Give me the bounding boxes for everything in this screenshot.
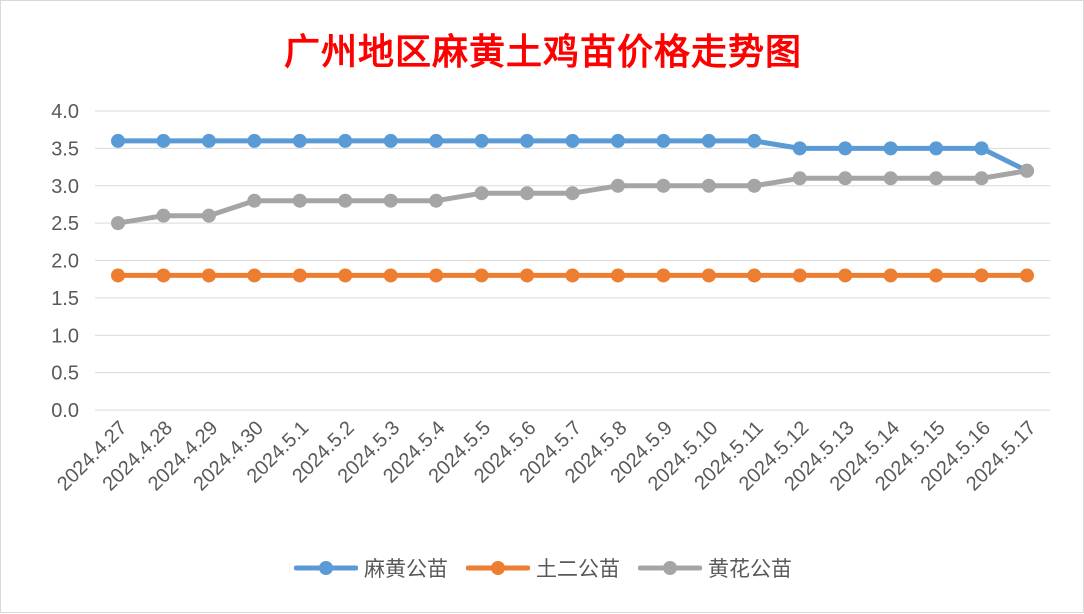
series-2 (111, 268, 1034, 283)
data-point (429, 133, 444, 148)
data-point (792, 171, 807, 186)
legend-swatch-marker (491, 561, 505, 575)
data-point (747, 178, 762, 193)
legend-swatch (638, 561, 702, 575)
data-point (429, 268, 444, 283)
data-point (247, 268, 262, 283)
data-point (292, 193, 307, 208)
data-point (747, 133, 762, 148)
data-point (111, 133, 125, 148)
data-point (565, 186, 580, 201)
data-point (474, 133, 489, 148)
data-point (383, 193, 398, 208)
y-tick-label: 2.5 (51, 213, 79, 235)
legend-label: 黄花公苗 (708, 557, 792, 581)
legend-swatch-marker (319, 561, 333, 575)
data-point (383, 133, 398, 148)
data-point (701, 178, 716, 193)
data-point (610, 178, 625, 193)
data-point (338, 268, 353, 283)
y-tick-label: 0.5 (51, 363, 79, 385)
data-point (929, 171, 944, 186)
data-point (474, 186, 489, 201)
y-tick-label: 3.0 (51, 176, 79, 198)
data-point (247, 133, 262, 148)
data-point (656, 133, 671, 148)
data-point (610, 268, 625, 283)
data-point (838, 171, 853, 186)
y-tick-label: 1.5 (51, 288, 79, 310)
series-3 (111, 163, 1034, 231)
y-tick-label: 2.0 (51, 251, 79, 273)
data-point (1020, 163, 1034, 178)
data-point (565, 133, 580, 148)
data-point (838, 141, 853, 156)
chart-title: 广州地区麻黄土鸡苗价格走势图 (283, 31, 802, 73)
legend-label: 麻黄公苗 (364, 557, 448, 581)
data-point (701, 268, 716, 283)
data-point (292, 133, 307, 148)
data-point (383, 268, 398, 283)
y-tick-label: 4.0 (51, 101, 79, 123)
data-point (1020, 268, 1034, 283)
data-point (156, 208, 171, 223)
data-point (338, 133, 353, 148)
data-point (520, 186, 535, 201)
y-tick-label: 1.0 (51, 325, 79, 347)
legend-swatch (294, 561, 358, 575)
data-point (201, 133, 216, 148)
legend-swatch (466, 561, 530, 575)
data-point (520, 133, 535, 148)
legend-item: 黄花公苗 (638, 553, 792, 583)
legend-item: 麻黄公苗 (294, 553, 448, 583)
data-point (974, 141, 989, 156)
data-point (610, 133, 625, 148)
legend-swatch-marker (663, 561, 677, 575)
legend-label: 土二公苗 (536, 557, 620, 581)
data-point (201, 268, 216, 283)
legend-item: 土二公苗 (466, 553, 620, 583)
series-1 (111, 133, 1034, 178)
data-point (929, 268, 944, 283)
data-point (111, 216, 125, 231)
data-point (111, 268, 125, 283)
data-point (156, 133, 171, 148)
data-point (747, 268, 762, 283)
y-tick-label: 3.5 (51, 138, 79, 160)
data-point (474, 268, 489, 283)
data-point (883, 171, 898, 186)
data-point (656, 178, 671, 193)
data-point (701, 133, 716, 148)
data-point (429, 193, 444, 208)
data-point (656, 268, 671, 283)
data-point (883, 141, 898, 156)
data-point (838, 268, 853, 283)
data-point (565, 268, 580, 283)
data-point (929, 141, 944, 156)
data-point (792, 141, 807, 156)
data-point (247, 193, 262, 208)
data-point (792, 268, 807, 283)
data-point (156, 268, 171, 283)
data-point (338, 193, 353, 208)
legend: 麻黄公苗 土二公苗 黄花公苗 (1, 553, 1084, 583)
data-point (520, 268, 535, 283)
data-point (974, 171, 989, 186)
data-point (883, 268, 898, 283)
y-tick-label: 0.0 (51, 400, 79, 422)
data-point (292, 268, 307, 283)
data-point (974, 268, 989, 283)
data-point (201, 208, 216, 223)
